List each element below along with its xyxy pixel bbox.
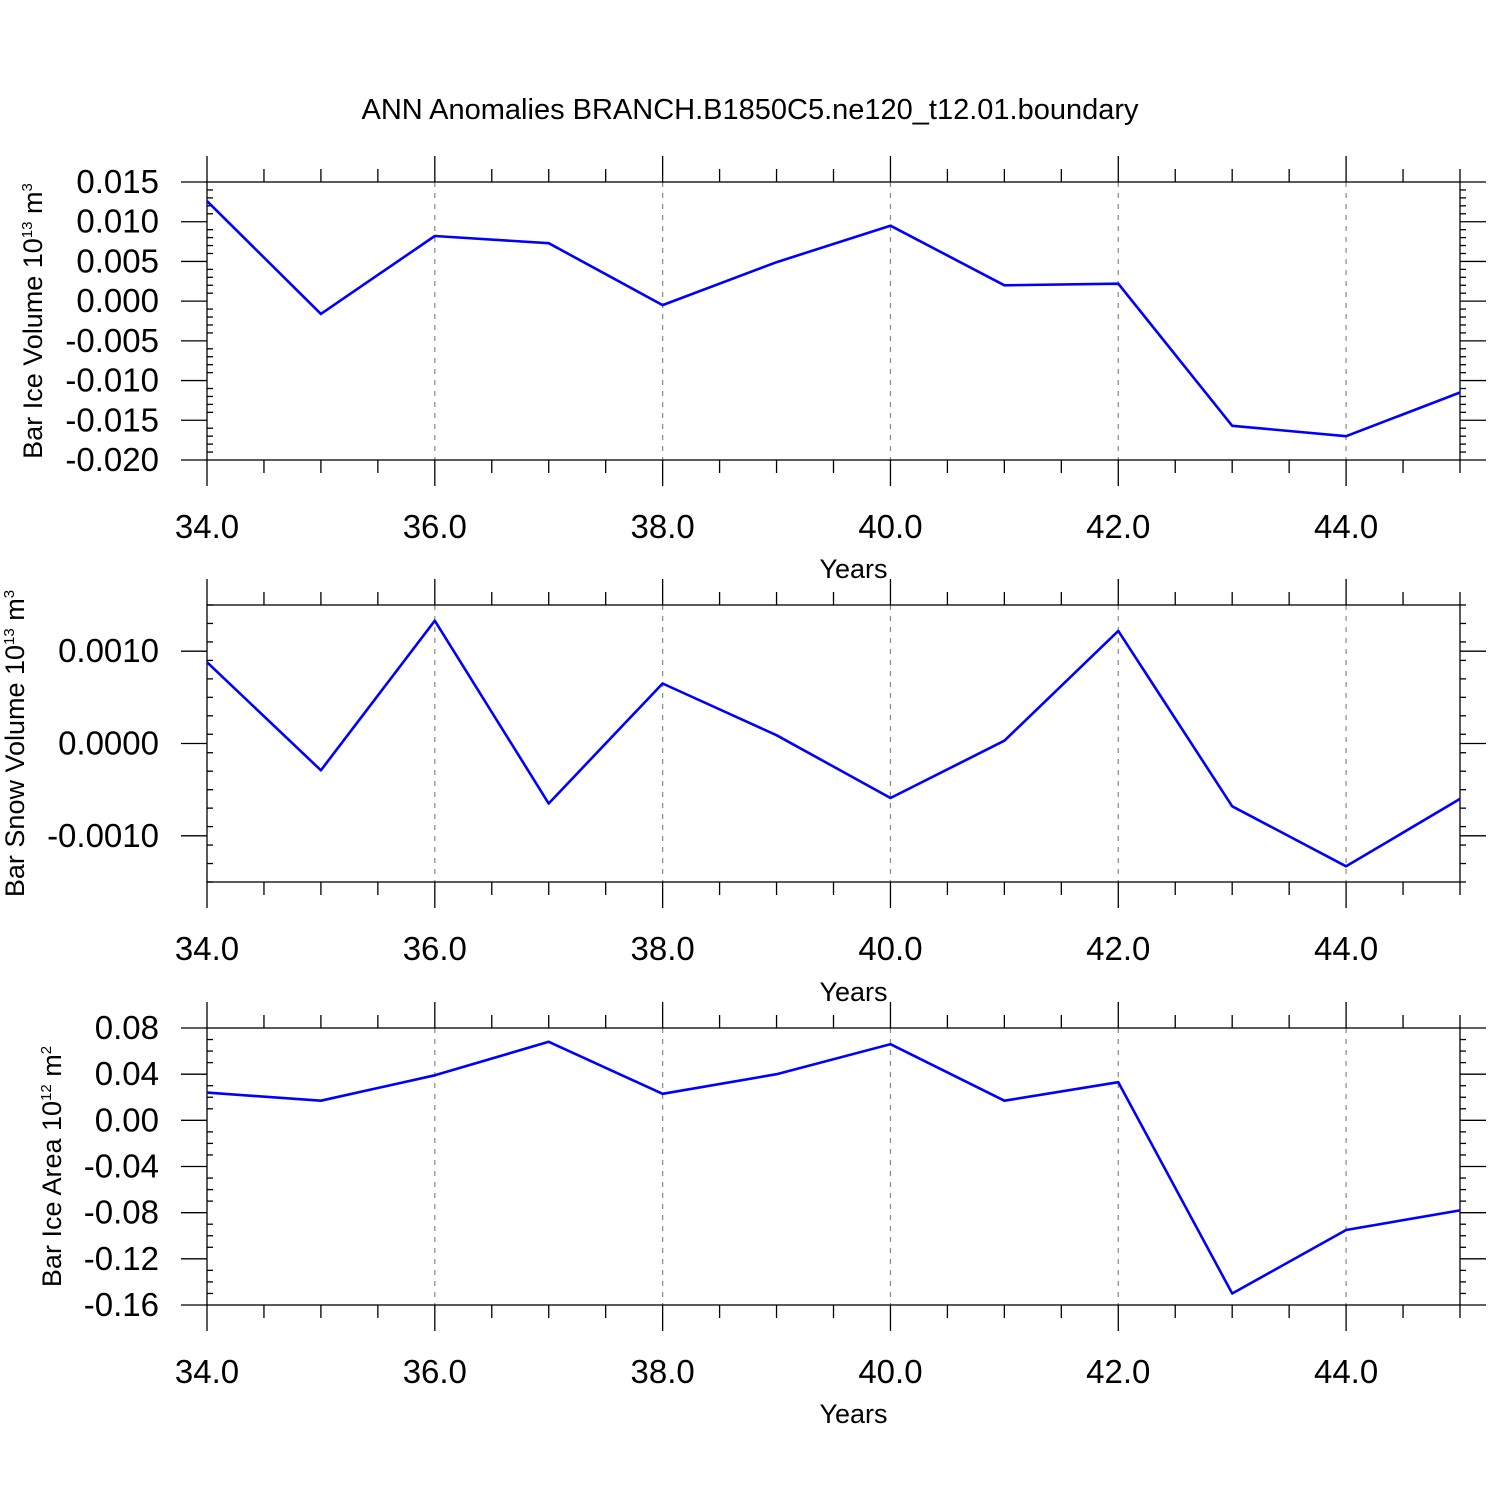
x-axis-label: Years: [819, 1399, 887, 1429]
y-tick-label: -0.010: [65, 362, 159, 399]
x-tick-label: 34.0: [175, 1353, 239, 1390]
y-axis-label-superscript: 12: [38, 1084, 55, 1101]
x-tick-label: 40.0: [858, 508, 922, 545]
y-axis-label-text: m: [18, 192, 48, 222]
x-tick-label: 40.0: [858, 930, 922, 967]
y-tick-label: 0.00: [95, 1101, 159, 1138]
y-axis-label-superscript: 2: [38, 1046, 55, 1054]
x-tick-label: 44.0: [1314, 1353, 1378, 1390]
x-tick-label: 42.0: [1086, 508, 1150, 545]
plot-panel-3: 0.08 0.04 0.00 -0.04 -0.08 -0.12 -0.16 34.0 36.0…: [37, 1002, 1486, 1429]
y-tick-label: 0.015: [76, 163, 159, 200]
y-axis-label-superscript: 13: [1, 628, 18, 645]
y-tick-label: 0.0010: [58, 632, 159, 669]
x-tick-label: 44.0: [1314, 508, 1378, 545]
x-tick-label: 36.0: [403, 930, 467, 967]
x-tick-label: 42.0: [1086, 1353, 1150, 1390]
y-tick-label: 0.010: [76, 203, 159, 240]
y-tick-label: 0.000: [76, 282, 159, 319]
x-axis-label: Years: [819, 977, 887, 1007]
y-tick-label: -0.005: [65, 322, 159, 359]
x-tick-label: 34.0: [175, 930, 239, 967]
x-tick-label: 36.0: [403, 508, 467, 545]
y-axis-label-superscript: 13: [19, 222, 36, 239]
plot-frame: [206, 604, 1461, 883]
y-tick-label: 0.04: [95, 1055, 159, 1092]
y-tick-label: -0.04: [84, 1148, 159, 1185]
y-axis-label-text: m: [37, 1054, 67, 1084]
y-axis-label: Bar Ice Volume 1013 m3: [18, 183, 48, 459]
y-axis-label-text: Bar Snow Volume 10: [0, 645, 30, 897]
plot-panel-2: 0.0010 0.0000 -0.0010 34.0 36.0 38.0 40.0 42.0 4…: [0, 579, 1486, 1007]
series-line: [206, 1040, 1461, 1295]
series-line: [206, 200, 1461, 438]
chart-title: ANN Anomalies BRANCH.B1850C5.ne120_t12.0…: [361, 94, 1139, 126]
y-tick-label: 0.0000: [58, 725, 159, 762]
x-axis-label: Years: [819, 554, 887, 584]
y-tick-label: -0.015: [65, 401, 159, 438]
plot-panel-1: 0.0150.0100.0050.000-0.005-0.010-0.015-0…: [18, 156, 1486, 584]
x-tick-label: 38.0: [631, 930, 695, 967]
y-axis-label-text: Bar Ice Area 10: [37, 1101, 67, 1287]
y-axis-label: Bar Snow Volume 1013 m3: [0, 590, 30, 897]
y-tick-label: -0.12: [84, 1240, 159, 1277]
x-tick-label: 36.0: [403, 1353, 467, 1390]
y-axis-label: Bar Ice Area 1012 m2: [37, 1046, 67, 1287]
x-tick-label: 40.0: [858, 1353, 922, 1390]
y-tick-label: -0.0010: [47, 817, 159, 854]
y-tick-label: -0.020: [65, 441, 159, 478]
x-tick-label: 38.0: [631, 508, 695, 545]
y-tick-label: 0.005: [76, 242, 159, 279]
plot-frame: [206, 1027, 1461, 1306]
y-axis-label-superscript: 3: [1, 590, 18, 598]
x-tick-label: 38.0: [631, 1353, 695, 1390]
x-tick-label: 44.0: [1314, 930, 1378, 967]
y-tick-label: -0.08: [84, 1194, 159, 1231]
y-tick-label: 0.08: [95, 1009, 159, 1046]
y-tick-label: -0.16: [84, 1286, 159, 1323]
series-line: [206, 619, 1461, 868]
y-axis-label-text: m: [0, 598, 30, 628]
y-axis-label-superscript: 3: [19, 183, 36, 191]
plot-frame: [206, 181, 1461, 461]
x-tick-label: 42.0: [1086, 930, 1150, 967]
y-axis-label-text: Bar Ice Volume 10: [18, 238, 48, 459]
x-tick-label: 34.0: [175, 508, 239, 545]
